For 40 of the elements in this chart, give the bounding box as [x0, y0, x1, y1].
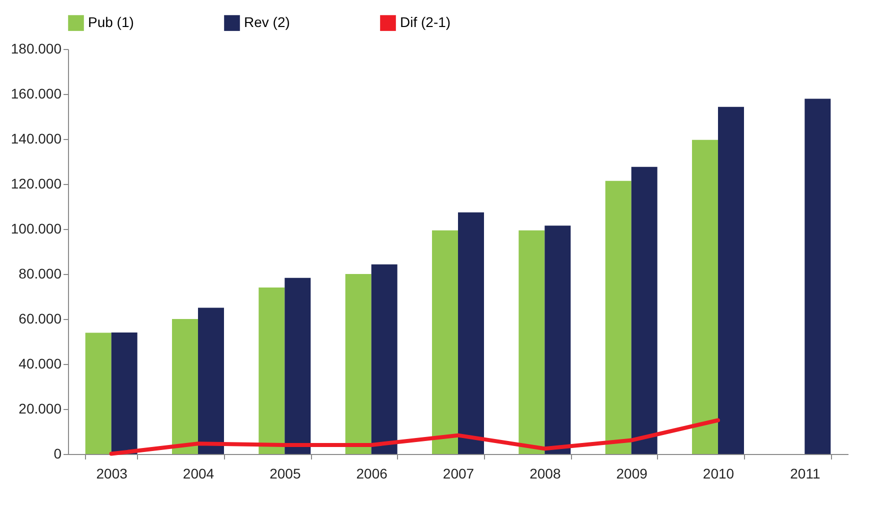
- x-tick-label: 2010: [702, 466, 734, 482]
- x-tick-label: 2006: [356, 466, 388, 482]
- bar: [85, 332, 112, 454]
- bar: [458, 212, 484, 454]
- y-tick-label: 120.000: [10, 176, 62, 192]
- bar: [284, 278, 311, 454]
- x-tick-label: 2009: [616, 466, 648, 482]
- bar: [518, 230, 545, 454]
- x-tick-label: 2007: [442, 466, 474, 482]
- bar: [718, 106, 744, 454]
- y-tick-label: 20.000: [18, 400, 62, 416]
- bar: [432, 230, 458, 454]
- x-tick-label: 2011: [790, 466, 820, 482]
- x-tick-label: 2003: [96, 466, 128, 482]
- x-tick-label: 2008: [530, 466, 561, 482]
- y-tick-label: 100.000: [10, 220, 62, 236]
- bar: [111, 332, 138, 454]
- y-tick-label: 80.000: [18, 266, 62, 282]
- bar: [345, 274, 372, 454]
- bar: [172, 319, 198, 454]
- bar: [605, 180, 632, 454]
- bar: [371, 264, 398, 454]
- y-tick-label: 160.000: [10, 86, 62, 102]
- y-tick-label: 40.000: [18, 356, 62, 372]
- y-tick-label: 60.000: [18, 310, 62, 326]
- y-tick-label: 140.000: [10, 130, 62, 146]
- y-tick-label: 0: [54, 446, 62, 462]
- bar: [692, 140, 718, 454]
- line-series: [109, 418, 720, 456]
- bar: [544, 226, 571, 454]
- bar: [198, 308, 224, 454]
- x-tick-label: 2005: [270, 466, 301, 482]
- bar: [631, 166, 658, 454]
- x-tick-label: 2004: [182, 466, 214, 482]
- bar: [804, 98, 831, 454]
- bar: [258, 288, 285, 454]
- y-tick-label: 180.000: [10, 40, 62, 56]
- legend-label: Dif (2-1): [400, 14, 451, 30]
- legend-label: Pub (1): [88, 14, 134, 30]
- legend-label: Rev (2): [244, 14, 290, 30]
